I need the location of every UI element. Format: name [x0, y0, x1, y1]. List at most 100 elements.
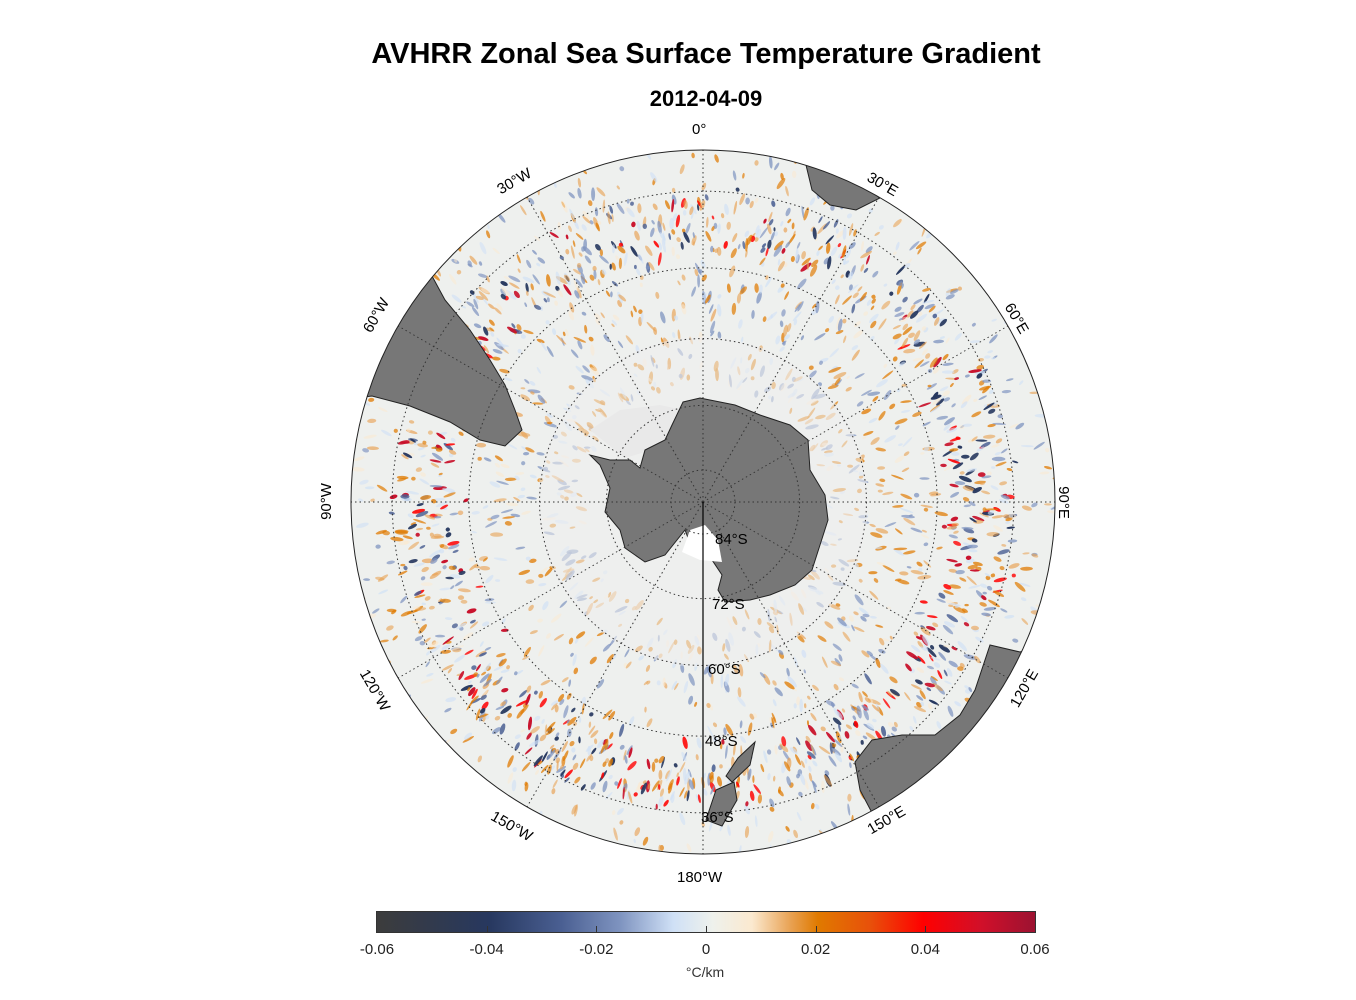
gradient-streak [648, 261, 655, 271]
gradient-streak [537, 760, 543, 765]
gradient-streak [939, 336, 945, 339]
gradient-streak [853, 720, 859, 728]
gradient-streak [546, 749, 556, 761]
gradient-streak [920, 701, 925, 707]
gradient-streak [351, 589, 360, 593]
latitude-label-72s: 72°S [712, 596, 745, 613]
gradient-streak [495, 706, 505, 710]
gradient-streak [793, 318, 798, 326]
gradient-streak [712, 736, 718, 743]
gradient-streak [754, 236, 759, 242]
gradient-streak [412, 605, 420, 610]
gradient-streak [457, 595, 465, 600]
gradient-streak [906, 651, 918, 660]
gradient-streak [864, 697, 872, 703]
gradient-streak [618, 257, 623, 270]
gradient-streak [479, 708, 486, 714]
gradient-streak [851, 349, 860, 361]
gradient-streak [586, 753, 593, 762]
gradient-streak [559, 255, 564, 260]
gradient-streak [449, 512, 459, 516]
gradient-streak [771, 712, 777, 724]
gradient-streak [572, 654, 577, 666]
gradient-streak [859, 291, 868, 302]
gradient-streak [871, 298, 876, 304]
gradient-streak [845, 246, 852, 259]
meridian-line [526, 501, 704, 808]
gradient-streak [918, 311, 923, 316]
gradient-streak [756, 291, 762, 304]
gradient-streak [808, 772, 813, 782]
gradient-streak [765, 247, 769, 257]
gradient-streak [671, 199, 675, 213]
gradient-streak [420, 472, 426, 477]
gradient-streak [606, 743, 613, 750]
gradient-streak [554, 736, 559, 741]
gradient-streak [1009, 423, 1019, 429]
gradient-streak [363, 434, 377, 439]
gradient-streak [963, 504, 971, 508]
gradient-streak [614, 781, 619, 786]
gradient-streak [442, 565, 447, 570]
gradient-streak [691, 152, 695, 159]
gradient-streak [922, 287, 931, 292]
gradient-streak [407, 513, 414, 518]
gradient-streak [972, 561, 983, 567]
gradient-streak [608, 774, 613, 780]
gradient-streak [452, 549, 459, 554]
gradient-streak [697, 794, 701, 804]
gradient-streak [652, 203, 658, 211]
gradient-streak [760, 763, 765, 773]
gradient-streak [812, 227, 817, 240]
gradient-streak [679, 812, 686, 826]
gradient-streak [1012, 460, 1019, 464]
gradient-streak [402, 452, 413, 459]
gradient-streak [626, 198, 630, 204]
gradient-streak [848, 223, 854, 236]
gradient-streak [547, 764, 552, 775]
gradient-streak [980, 490, 991, 495]
gradient-streak [673, 763, 678, 768]
gradient-streak [811, 259, 819, 267]
colorbar-tick-label: -0.06 [359, 941, 395, 958]
gradient-streak [848, 271, 854, 280]
gradient-streak [557, 289, 564, 298]
latitude-label-36s: 36°S [701, 809, 734, 826]
gradient-streak [863, 430, 874, 436]
gradient-streak [888, 722, 895, 728]
gradient-streak [863, 311, 869, 316]
gradient-streak [882, 698, 891, 709]
gradient-streak [862, 735, 868, 740]
gradient-streak [772, 699, 777, 707]
gradient-streak [602, 643, 612, 652]
gradient-streak [526, 685, 532, 693]
gradient-streak [855, 730, 861, 737]
gradient-streak [607, 211, 611, 225]
gradient-streak [581, 246, 585, 252]
gradient-streak [683, 680, 689, 694]
gradient-streak [906, 310, 914, 318]
gradient-streak [946, 526, 958, 530]
gradient-streak [434, 634, 446, 638]
gradient-streak [400, 595, 408, 604]
gradient-streak [580, 784, 586, 791]
gradient-streak [565, 328, 569, 337]
gradient-streak [830, 205, 835, 211]
gradient-streak [779, 320, 784, 328]
gradient-streak [819, 360, 823, 365]
gradient-streak [516, 432, 531, 437]
gradient-streak [824, 621, 834, 629]
gradient-streak [559, 763, 565, 770]
gradient-streak [995, 461, 1007, 467]
gradient-streak [528, 197, 535, 205]
gradient-streak [672, 213, 678, 222]
gradient-streak [958, 475, 972, 483]
gradient-streak [590, 367, 600, 376]
gradient-streak [769, 155, 773, 169]
gradient-streak [501, 688, 509, 693]
gradient-streak [351, 467, 365, 472]
gradient-streak [913, 298, 923, 305]
gradient-streak [534, 715, 541, 721]
gradient-streak [717, 304, 722, 317]
gradient-streak [704, 194, 709, 201]
